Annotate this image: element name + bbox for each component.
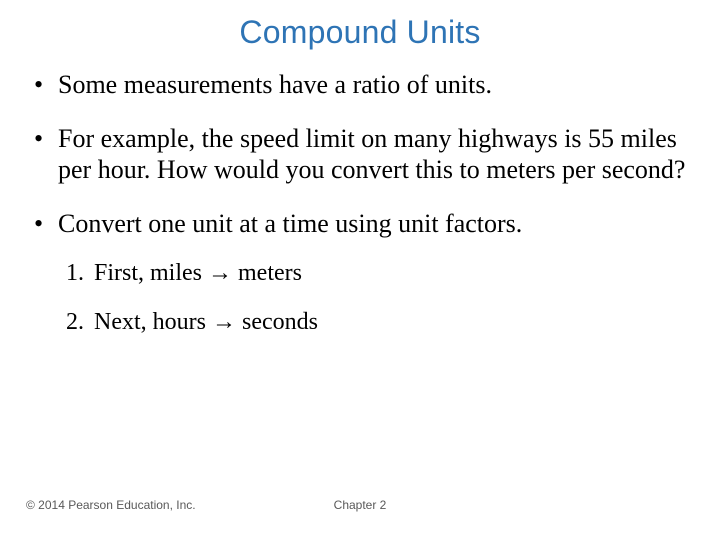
- step-number: 1.: [66, 258, 88, 289]
- chapter-label: Chapter 2: [334, 498, 387, 512]
- slide-title: Compound Units: [28, 14, 692, 51]
- step-item: 2. Next, hours → seconds: [66, 307, 692, 338]
- bullet-item: Some measurements have a ratio of units.: [34, 69, 692, 101]
- step-text: Next, hours → seconds: [94, 309, 318, 335]
- slide: Compound Units Some measurements have a …: [0, 0, 720, 540]
- bullet-item: Convert one unit at a time using unit fa…: [34, 208, 692, 240]
- numbered-steps: 1. First, miles → meters 2. Next, hours …: [28, 258, 692, 338]
- step-item: 1. First, miles → meters: [66, 258, 692, 289]
- bullet-list: Some measurements have a ratio of units.…: [28, 69, 692, 240]
- step-text: First, miles → meters: [94, 260, 302, 286]
- bullet-item: For example, the speed limit on many hig…: [34, 123, 692, 186]
- step-number: 2.: [66, 307, 88, 338]
- copyright-text: © 2014 Pearson Education, Inc.: [26, 498, 196, 512]
